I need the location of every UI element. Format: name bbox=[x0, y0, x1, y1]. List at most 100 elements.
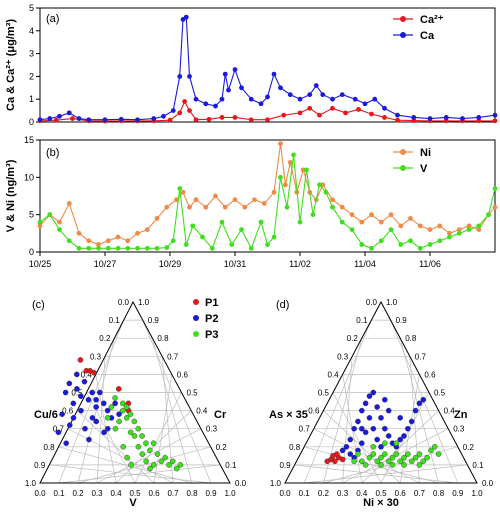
series-P1 bbox=[324, 451, 346, 465]
data-point bbox=[66, 110, 72, 116]
data-point bbox=[164, 204, 170, 210]
data-point bbox=[119, 400, 126, 407]
data-point bbox=[307, 92, 313, 98]
data-point bbox=[70, 116, 75, 121]
data-point bbox=[349, 227, 355, 233]
data-point bbox=[389, 462, 396, 468]
data-point bbox=[385, 433, 392, 439]
data-point bbox=[93, 404, 99, 410]
data-point bbox=[385, 407, 392, 414]
data-point bbox=[366, 415, 373, 421]
data-point bbox=[232, 115, 238, 120]
data-point bbox=[105, 238, 111, 244]
data-point bbox=[291, 152, 296, 158]
left-tick-label: 1.0 bbox=[270, 479, 282, 488]
grid-line bbox=[49, 464, 212, 484]
data-point bbox=[420, 396, 427, 403]
data-point bbox=[297, 219, 303, 225]
data-point bbox=[47, 212, 53, 218]
grid-line bbox=[96, 428, 202, 484]
left-tick-label: 0.7 bbox=[53, 425, 65, 434]
data-point bbox=[401, 433, 407, 439]
data-point bbox=[486, 212, 491, 218]
data-point bbox=[82, 425, 88, 432]
panel-b-yticks: 0 5 10 15 bbox=[24, 135, 40, 257]
data-point bbox=[271, 234, 277, 240]
data-point bbox=[101, 429, 107, 436]
data-point bbox=[358, 407, 365, 414]
left-tick-label: 0.2 bbox=[347, 334, 359, 343]
data-point bbox=[115, 386, 122, 392]
data-point bbox=[187, 74, 192, 79]
data-point bbox=[100, 400, 107, 407]
data-point bbox=[57, 227, 62, 233]
data-point bbox=[343, 443, 350, 450]
data-point bbox=[97, 389, 103, 396]
data-point bbox=[183, 14, 189, 20]
data-point bbox=[96, 242, 101, 247]
panel-b-frame bbox=[39, 139, 496, 253]
data-point bbox=[393, 440, 400, 446]
data-point bbox=[401, 462, 407, 468]
bottom-tick-label: 0.5 bbox=[129, 489, 141, 498]
data-point bbox=[229, 242, 235, 247]
data-point bbox=[378, 219, 384, 225]
data-point bbox=[37, 219, 43, 225]
left-tick-label: 0.0 bbox=[366, 298, 378, 307]
data-point bbox=[76, 245, 82, 251]
legend-ni-marker bbox=[400, 149, 406, 155]
data-point bbox=[193, 197, 199, 203]
legend-ni-label: Ni bbox=[420, 147, 431, 159]
data-point bbox=[87, 367, 93, 374]
data-point bbox=[161, 113, 166, 119]
data-point bbox=[362, 462, 369, 468]
right-tick-label: 0.0 bbox=[482, 479, 494, 488]
data-point bbox=[405, 425, 411, 432]
panel-d-right-label: Zn bbox=[454, 409, 468, 421]
right-tick-label: 0.4 bbox=[196, 407, 208, 416]
data-point bbox=[167, 117, 173, 123]
panel-d-bottom-label: Ni × 30 bbox=[363, 497, 399, 509]
data-point bbox=[352, 96, 358, 102]
data-point bbox=[339, 447, 346, 454]
data-point bbox=[131, 418, 138, 425]
data-point bbox=[278, 85, 283, 91]
data-point bbox=[104, 407, 111, 414]
data-point bbox=[427, 242, 433, 247]
data-point bbox=[193, 117, 199, 123]
data-point bbox=[89, 415, 96, 421]
data-point bbox=[330, 96, 335, 102]
data-point bbox=[317, 182, 322, 188]
bottom-tick-label: 0.5 bbox=[375, 489, 387, 498]
data-point bbox=[362, 400, 369, 407]
data-point bbox=[190, 223, 196, 229]
grid-line bbox=[313, 428, 420, 484]
legend-p1-label: P1 bbox=[205, 297, 218, 309]
data-point bbox=[416, 462, 423, 468]
data-point bbox=[437, 223, 443, 229]
bottom-tick-label: 0.1 bbox=[53, 489, 65, 498]
data-point bbox=[271, 71, 277, 77]
bottom-tick-label: 1.0 bbox=[471, 489, 483, 498]
legend-ca2-marker bbox=[400, 16, 406, 22]
data-point bbox=[389, 454, 396, 461]
data-point bbox=[55, 429, 62, 436]
data-point bbox=[382, 105, 387, 111]
data-point bbox=[66, 422, 73, 428]
data-point bbox=[297, 96, 303, 102]
data-point bbox=[258, 219, 264, 225]
xtick-label: 10/29 bbox=[159, 259, 182, 269]
data-point bbox=[127, 429, 134, 436]
data-point bbox=[143, 440, 149, 446]
data-point bbox=[369, 212, 374, 218]
data-point bbox=[139, 451, 146, 457]
data-point bbox=[170, 108, 176, 113]
data-point bbox=[143, 458, 149, 465]
data-point bbox=[313, 83, 319, 88]
panel-a-ylabel: Ca & Ca²⁺ (μg/m³) bbox=[5, 19, 17, 111]
data-point bbox=[74, 371, 80, 378]
data-point bbox=[164, 245, 170, 250]
data-point bbox=[118, 116, 124, 122]
grid-line bbox=[67, 428, 174, 484]
data-point bbox=[203, 101, 209, 107]
